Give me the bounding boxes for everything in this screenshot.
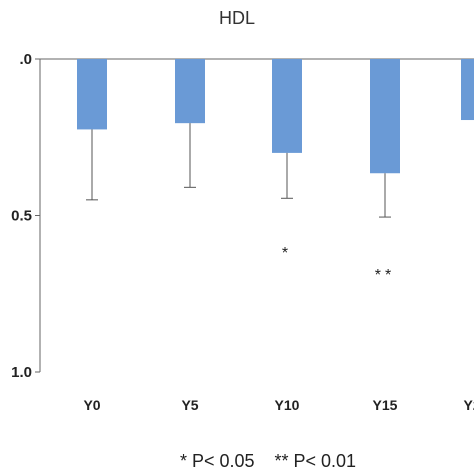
y-tick-label: 1.0 <box>11 364 32 381</box>
x-category-label: Y15 <box>373 397 398 413</box>
x-category-label: Y10 <box>275 397 300 413</box>
bar-y20 <box>461 59 474 121</box>
y-tick-label: 0.5 <box>11 208 32 225</box>
bar-y5 <box>175 59 205 124</box>
y-tick-label: .0 <box>19 51 32 68</box>
x-category-label: Y0 <box>83 397 100 413</box>
x-category-label: Y20 <box>464 397 474 413</box>
chart-title: HDL <box>219 8 255 28</box>
significance-footnote: * P< 0.05 ** P< 0.01 <box>180 451 356 471</box>
bar-y0 <box>77 59 107 130</box>
bar-y15 <box>370 59 400 174</box>
significance-marker: * <box>282 245 292 262</box>
x-category-label: Y5 <box>181 397 198 413</box>
bar-y10 <box>272 59 302 153</box>
significance-marker: ** <box>375 267 395 284</box>
